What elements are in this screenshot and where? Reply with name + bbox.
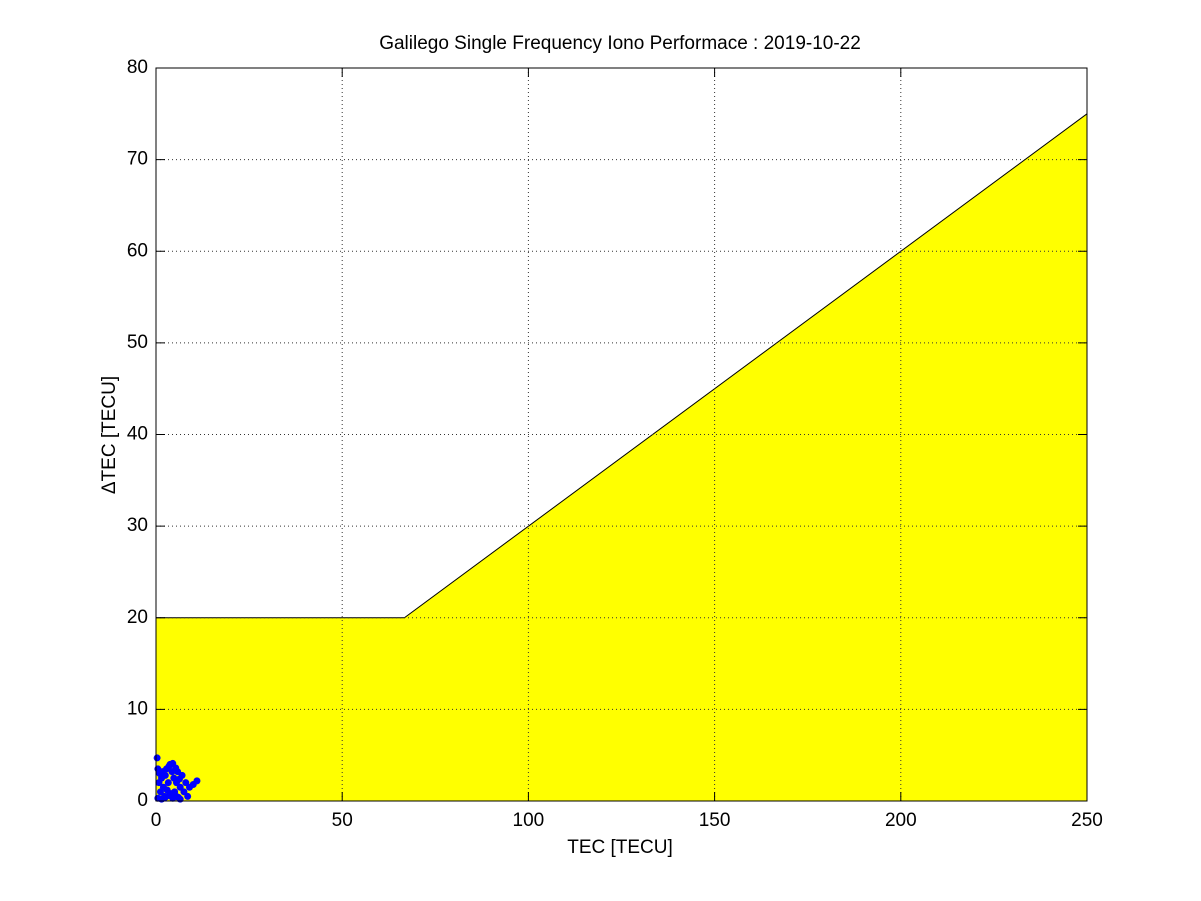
x-tick-label: 50: [332, 810, 353, 831]
x-tick-label: 200: [885, 810, 917, 831]
y-tick-label: 30: [127, 515, 148, 536]
y-tick-label: 40: [127, 424, 148, 445]
scatter-point: [178, 771, 186, 779]
scatter-point: [176, 795, 184, 803]
scatter-point: [161, 771, 169, 779]
y-tick-label: 60: [127, 240, 148, 261]
y-tick-label: 10: [127, 698, 148, 719]
chart-title: Galilego Single Frequency Iono Performac…: [379, 33, 861, 54]
x-tick-label: 0: [151, 810, 162, 831]
x-tick-label: 250: [1071, 810, 1103, 831]
area-fill: [156, 113, 1087, 801]
x-axis-label: TEC [TECU]: [567, 837, 673, 858]
x-tick-label: 100: [513, 810, 545, 831]
y-tick-label: 20: [127, 607, 148, 628]
y-tick-label: 70: [127, 149, 148, 170]
scatter-point: [153, 754, 161, 762]
scatter-point: [184, 792, 192, 800]
y-tick-label: 50: [127, 332, 148, 353]
scatter-point: [193, 777, 201, 785]
y-axis-label: ΔTEC [TECU]: [99, 376, 120, 494]
x-tick-label: 150: [699, 810, 731, 831]
y-tick-label: 80: [127, 57, 148, 78]
y-tick-label: 0: [137, 790, 148, 811]
scatter-point: [164, 779, 172, 787]
